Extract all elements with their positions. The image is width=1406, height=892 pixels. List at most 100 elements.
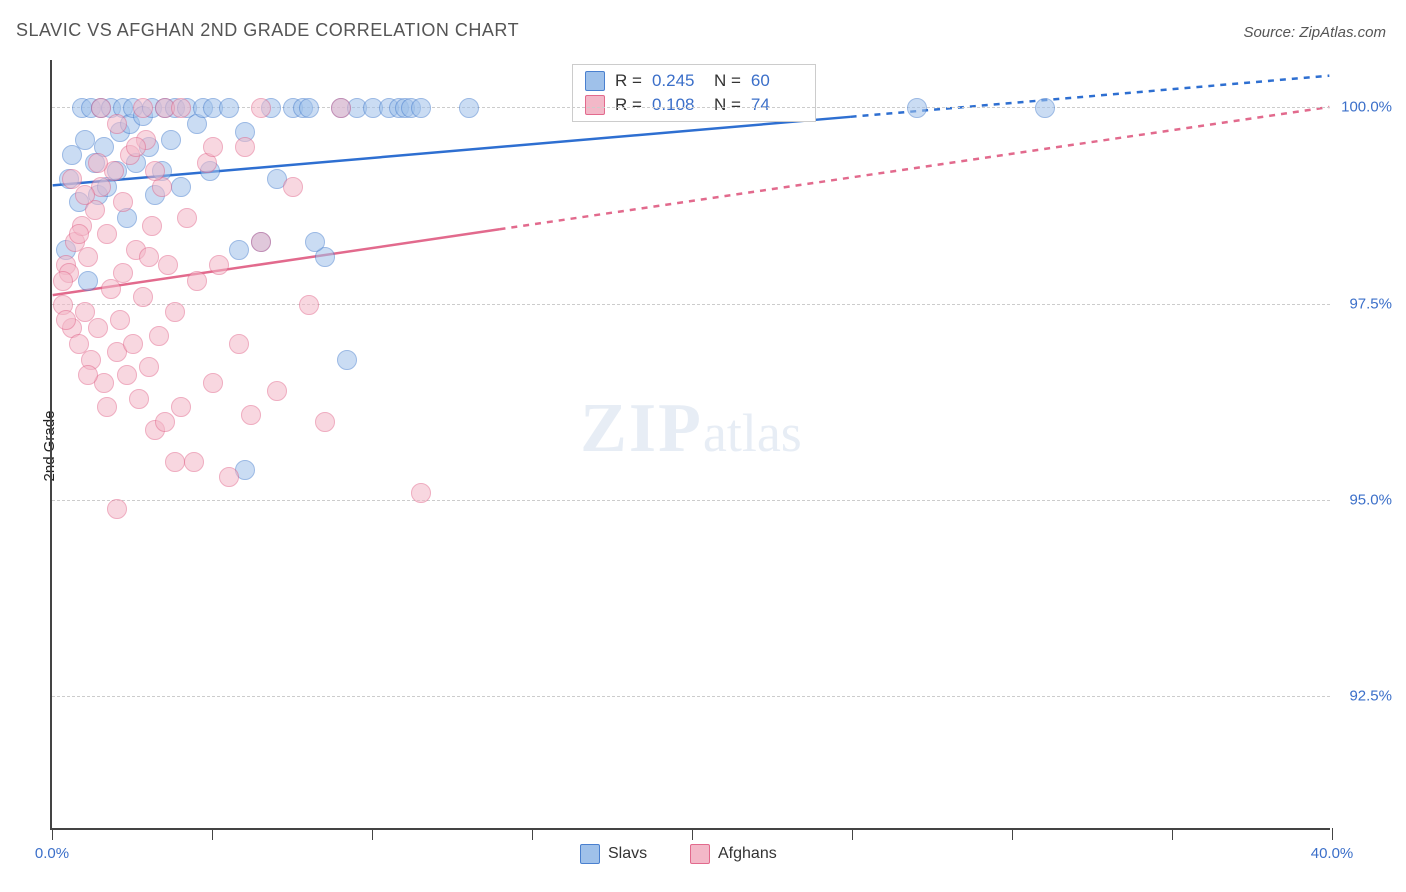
data-point	[110, 310, 130, 330]
data-point	[171, 98, 191, 118]
data-point	[299, 98, 319, 118]
data-point	[149, 326, 169, 346]
legend-item: Afghans	[690, 844, 777, 864]
data-point	[219, 467, 239, 487]
n-label: N =	[714, 95, 741, 115]
data-point	[411, 98, 431, 118]
trend-line-dashed	[499, 107, 1329, 229]
y-tick-label: 92.5%	[1349, 688, 1392, 705]
watermark-zip: ZIP	[580, 390, 703, 467]
data-point	[88, 153, 108, 173]
legend-swatch	[580, 844, 600, 864]
y-tick-label: 97.5%	[1349, 295, 1392, 312]
data-point	[75, 130, 95, 150]
y-tick-label: 95.0%	[1349, 492, 1392, 509]
r-label: R =	[615, 71, 642, 91]
stats-legend-box: R =0.245N =60R =0.108N =74	[572, 64, 816, 122]
data-point	[171, 397, 191, 417]
x-tick-label: 40.0%	[1311, 845, 1354, 862]
chart-container: SLAVIC VS AFGHAN 2ND GRADE CORRELATION C…	[0, 0, 1406, 892]
watermark-atlas: atlas	[703, 403, 802, 463]
data-point	[203, 137, 223, 157]
data-point	[315, 412, 335, 432]
data-point	[171, 177, 191, 197]
data-point	[129, 389, 149, 409]
legend-swatch	[690, 844, 710, 864]
x-tick	[1012, 828, 1013, 840]
watermark: ZIPatlas	[580, 389, 802, 469]
data-point	[158, 255, 178, 275]
data-point	[91, 98, 111, 118]
data-point	[133, 287, 153, 307]
data-point	[133, 98, 153, 118]
stats-legend-row: R =0.245N =60	[585, 69, 803, 93]
data-point	[117, 365, 137, 385]
legend-label: Slavs	[608, 845, 647, 863]
legend-swatch	[585, 71, 605, 91]
data-point	[187, 271, 207, 291]
trend-lines	[52, 60, 1330, 828]
data-point	[75, 185, 95, 205]
data-point	[209, 255, 229, 275]
data-point	[78, 247, 98, 267]
n-value: 60	[751, 71, 803, 91]
data-point	[69, 224, 89, 244]
data-point	[299, 295, 319, 315]
r-label: R =	[615, 95, 642, 115]
x-tick	[852, 828, 853, 840]
x-tick	[372, 828, 373, 840]
data-point	[155, 412, 175, 432]
gridline	[52, 304, 1330, 305]
data-point	[88, 318, 108, 338]
legend-item: Slavs	[580, 844, 647, 864]
data-point	[283, 177, 303, 197]
source-attribution: Source: ZipAtlas.com	[1243, 24, 1386, 41]
legend-label: Afghans	[718, 845, 777, 863]
data-point	[165, 452, 185, 472]
data-point	[241, 405, 261, 425]
data-point	[411, 483, 431, 503]
data-point	[459, 98, 479, 118]
data-point	[177, 208, 197, 228]
trend-line-solid	[53, 117, 851, 186]
data-point	[1035, 98, 1055, 118]
data-point	[337, 350, 357, 370]
data-point	[113, 263, 133, 283]
gridline	[52, 696, 1330, 697]
data-point	[139, 357, 159, 377]
x-tick	[1332, 828, 1333, 840]
stats-legend-row: R =0.108N =74	[585, 93, 803, 117]
data-point	[184, 452, 204, 472]
gridline	[52, 500, 1330, 501]
y-tick-label: 100.0%	[1341, 99, 1392, 116]
data-point	[305, 232, 325, 252]
data-point	[229, 334, 249, 354]
data-point	[229, 240, 249, 260]
data-point	[107, 114, 127, 134]
data-point	[251, 232, 271, 252]
data-point	[97, 397, 117, 417]
data-point	[219, 98, 239, 118]
plot-area: ZIPatlas R =0.245N =60R =0.108N =74 92.5…	[50, 60, 1330, 830]
data-point	[165, 302, 185, 322]
data-point	[251, 98, 271, 118]
data-point	[161, 130, 181, 150]
data-point	[53, 271, 73, 291]
data-point	[56, 310, 76, 330]
data-point	[97, 224, 117, 244]
n-label: N =	[714, 71, 741, 91]
data-point	[78, 271, 98, 291]
x-tick-label: 0.0%	[35, 845, 69, 862]
data-point	[62, 169, 82, 189]
x-tick	[1172, 828, 1173, 840]
gridline	[52, 107, 1330, 108]
data-point	[203, 373, 223, 393]
data-point	[123, 334, 143, 354]
x-tick	[212, 828, 213, 840]
chart-title: SLAVIC VS AFGHAN 2ND GRADE CORRELATION C…	[16, 20, 519, 41]
r-value: 0.108	[652, 95, 704, 115]
data-point	[331, 98, 351, 118]
x-tick	[532, 828, 533, 840]
data-point	[267, 381, 287, 401]
data-point	[907, 98, 927, 118]
